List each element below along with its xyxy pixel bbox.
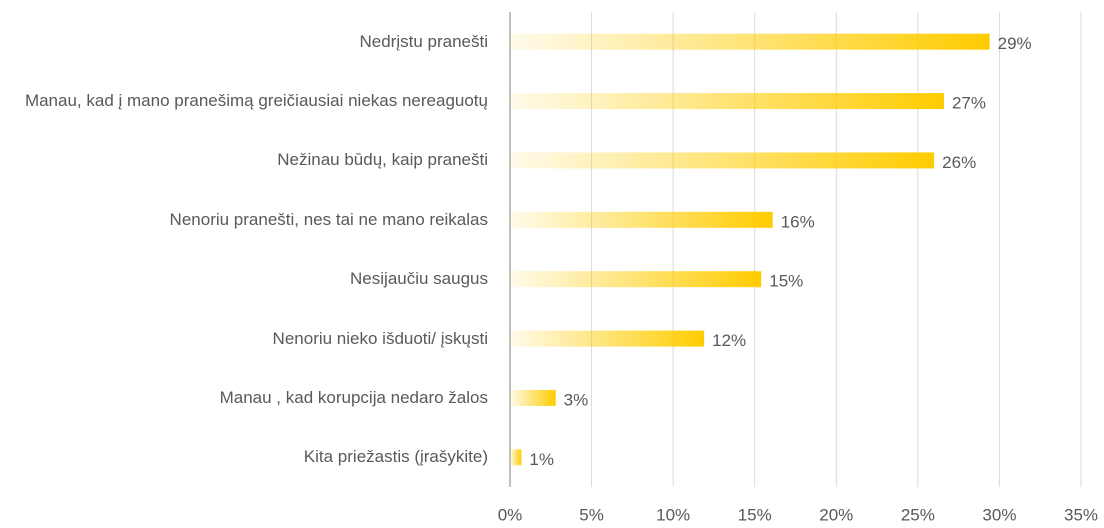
- x-tick-label: 15%: [738, 505, 772, 524]
- value-label: 26%: [942, 153, 976, 172]
- bar: [510, 33, 990, 50]
- bar: [510, 152, 935, 169]
- category-label: Nedrįstu pranešti: [0, 14, 488, 70]
- bar: [510, 389, 556, 406]
- category-text: Manau , kad korupcija nedaro žalos: [219, 387, 488, 407]
- x-tick-label: 30%: [982, 505, 1016, 524]
- category-label: Manau , kad korupcija nedaro žalos: [0, 370, 488, 426]
- bar: [510, 93, 944, 110]
- category-label: Nežinau būdų, kaip pranešti: [0, 132, 488, 188]
- value-label: 12%: [712, 331, 746, 350]
- value-label: 1%: [529, 450, 554, 469]
- category-label: Nenoriu nieko išduoti/ įskųsti: [0, 311, 488, 367]
- x-tick-label: 20%: [819, 505, 853, 524]
- bar: [510, 449, 522, 466]
- category-label: Manau, kad į mano pranešimą greičiausiai…: [0, 73, 488, 129]
- category-label: Kita priežastis (įrašykite): [0, 429, 488, 485]
- x-tick-label: 25%: [901, 505, 935, 524]
- category-text: Kita priežastis (įrašykite): [303, 447, 488, 467]
- bar: [510, 271, 762, 288]
- value-label: 27%: [952, 94, 986, 113]
- value-label: 15%: [769, 272, 803, 291]
- bar: [510, 211, 773, 228]
- value-label: 16%: [781, 212, 815, 231]
- category-text: Nedrįstu pranešti: [359, 31, 488, 51]
- category-text: Manau, kad į mano pranešimą greičiausiai…: [24, 91, 488, 111]
- x-tick-label: 35%: [1064, 505, 1098, 524]
- category-label: Nenoriu pranešti, nes tai ne mano reikal…: [0, 192, 488, 248]
- category-text: Nesijaučiu saugus: [350, 269, 488, 289]
- category-text: Nenoriu pranešti, nes tai ne mano reikal…: [169, 209, 488, 229]
- category-text: Nežinau būdų, kaip pranešti: [277, 150, 488, 170]
- x-tick-label: 0%: [498, 505, 523, 524]
- category-label: Nesijaučiu saugus: [0, 251, 488, 307]
- x-tick-label: 5%: [579, 505, 604, 524]
- x-tick-label: 10%: [656, 505, 690, 524]
- bar: [510, 330, 705, 347]
- value-label: 29%: [998, 34, 1032, 53]
- category-text: Nenoriu nieko išduoti/ įskųsti: [272, 328, 488, 348]
- value-label: 3%: [564, 390, 589, 409]
